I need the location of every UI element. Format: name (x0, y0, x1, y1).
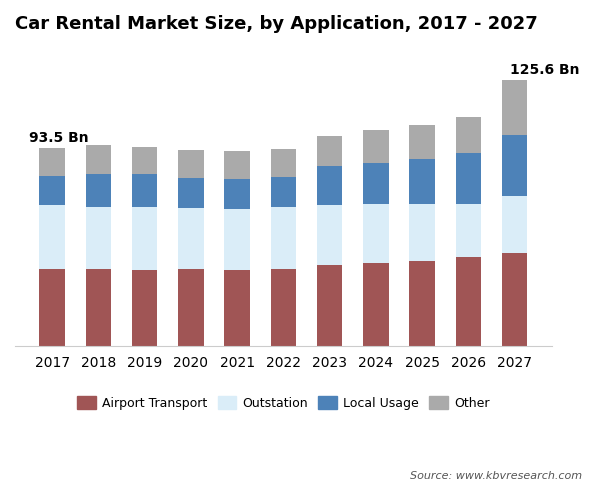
Text: 93.5 Bn: 93.5 Bn (29, 131, 89, 145)
Bar (40, 176, 65, 205)
Bar (86, 145, 111, 174)
Bar (178, 178, 203, 208)
Bar (224, 152, 250, 179)
Bar (132, 147, 157, 174)
Bar (455, 204, 481, 257)
Bar (271, 207, 296, 269)
Bar (40, 205, 65, 269)
Bar (317, 136, 342, 166)
Bar (86, 207, 111, 269)
Bar (86, 174, 111, 207)
Bar (455, 257, 481, 346)
Bar (317, 205, 342, 265)
Text: 125.6 Bn: 125.6 Bn (510, 63, 580, 77)
Bar (363, 163, 389, 204)
Bar (502, 80, 527, 135)
Bar (132, 270, 157, 346)
Bar (178, 150, 203, 178)
Bar (224, 209, 250, 270)
Bar (40, 269, 65, 346)
Bar (224, 270, 250, 346)
Bar (363, 263, 389, 346)
Bar (317, 166, 342, 205)
Bar (178, 208, 203, 269)
Bar (409, 204, 435, 260)
Bar (224, 179, 250, 209)
Bar (455, 116, 481, 153)
Bar (271, 149, 296, 177)
Bar (178, 269, 203, 346)
Bar (409, 260, 435, 346)
Bar (409, 159, 435, 204)
Bar (40, 148, 65, 176)
Bar (271, 269, 296, 346)
Text: Source: www.kbvresearch.com: Source: www.kbvresearch.com (410, 470, 582, 481)
Bar (132, 174, 157, 207)
Legend: Airport Transport, Outstation, Local Usage, Other: Airport Transport, Outstation, Local Usa… (72, 391, 494, 415)
Bar (86, 269, 111, 346)
Bar (363, 130, 389, 163)
Bar (317, 265, 342, 346)
Bar (363, 204, 389, 263)
Bar (132, 207, 157, 270)
Bar (502, 135, 527, 196)
Bar (455, 153, 481, 204)
Bar (502, 253, 527, 346)
Bar (271, 177, 296, 207)
Text: Car Rental Market Size, by Application, 2017 - 2027: Car Rental Market Size, by Application, … (15, 15, 538, 33)
Bar (409, 125, 435, 159)
Bar (502, 196, 527, 253)
